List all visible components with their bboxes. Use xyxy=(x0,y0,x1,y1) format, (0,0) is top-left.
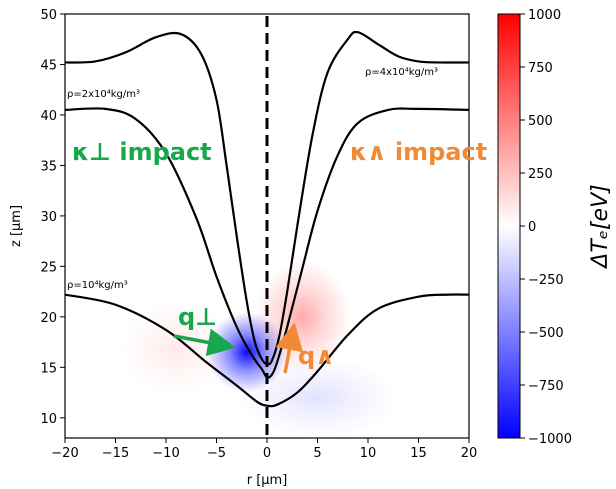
x-axis-ticks: −20 −15 −10 −5 0 5 10 15 20 xyxy=(51,438,477,461)
x-tick-label: −5 xyxy=(207,446,226,461)
x-tick-label: −20 xyxy=(51,446,78,461)
y-tick-label: 15 xyxy=(40,361,57,376)
x-axis-label: r [μm] xyxy=(247,473,288,488)
y-tick-label: 30 xyxy=(40,210,57,225)
q-perp-label: q⊥ xyxy=(178,303,217,331)
colorbar-tick-label: 250 xyxy=(528,167,553,182)
colorbar-ticks: 1000 750 500 250 0 −250 −500 −750 −1000 xyxy=(520,8,572,447)
y-tick-label: 45 xyxy=(40,58,57,73)
x-tick-label: −15 xyxy=(102,446,129,461)
kappa-perp-label: κ⊥ impact xyxy=(72,138,212,166)
y-axis-ticks: 10 15 20 25 30 35 40 45 50 xyxy=(40,8,65,427)
colorbar-label: ΔTₑ[eV] xyxy=(588,184,613,269)
colorbar-tick-label: 0 xyxy=(528,220,536,235)
x-tick-label: 0 xyxy=(263,446,271,461)
colorbar-tick-label: −500 xyxy=(528,326,564,341)
colorbar-tick-label: 750 xyxy=(528,61,553,76)
density-contour-0 xyxy=(65,293,469,408)
heat-blob xyxy=(119,298,233,396)
heat-blob xyxy=(236,357,399,438)
contour-label-high: ρ=4x10⁴kg/m³ xyxy=(365,67,438,78)
y-tick-label: 50 xyxy=(40,8,57,23)
density-contour-2 xyxy=(65,30,469,366)
kappa-wedge-label: κ∧ impact xyxy=(350,138,487,166)
plot-area xyxy=(64,13,470,439)
colorbar-tick-label: −1000 xyxy=(528,432,572,447)
y-tick-label: 10 xyxy=(40,412,57,427)
colorbar-gradient xyxy=(497,13,521,439)
x-tick-label: 5 xyxy=(313,446,321,461)
y-tick-label: 35 xyxy=(40,159,57,174)
q-perp-arrow xyxy=(173,328,236,357)
q-wedge-arrow xyxy=(275,322,304,374)
colorbar-tick-label: −250 xyxy=(528,273,564,288)
x-tick-label: 10 xyxy=(360,446,377,461)
y-tick-label: 20 xyxy=(40,311,57,326)
contour-label-low: ρ=10⁴kg/m³ xyxy=(67,280,128,291)
x-tick-label: −10 xyxy=(152,446,179,461)
contour-layer xyxy=(65,30,469,408)
y-tick-label: 25 xyxy=(40,260,57,275)
x-tick-label: 15 xyxy=(410,446,427,461)
colorbar-tick-label: 500 xyxy=(528,114,553,129)
colorbar-tick-label: 1000 xyxy=(528,8,561,23)
y-axis-label: z [μm] xyxy=(9,205,24,247)
colorbar-tick-label: −750 xyxy=(528,379,564,394)
q-wedge-label: q∧ xyxy=(298,342,335,370)
contour-label-mid: ρ=2x10⁴kg/m³ xyxy=(67,89,140,100)
colorbar: 1000 750 500 250 0 −250 −500 −750 −1000 ΔTₑ[eV] xyxy=(497,8,613,447)
x-tick-label: 20 xyxy=(461,446,478,461)
y-tick-label: 40 xyxy=(40,109,57,124)
density-contour-1 xyxy=(65,107,469,379)
heatmap-layer xyxy=(119,260,399,438)
